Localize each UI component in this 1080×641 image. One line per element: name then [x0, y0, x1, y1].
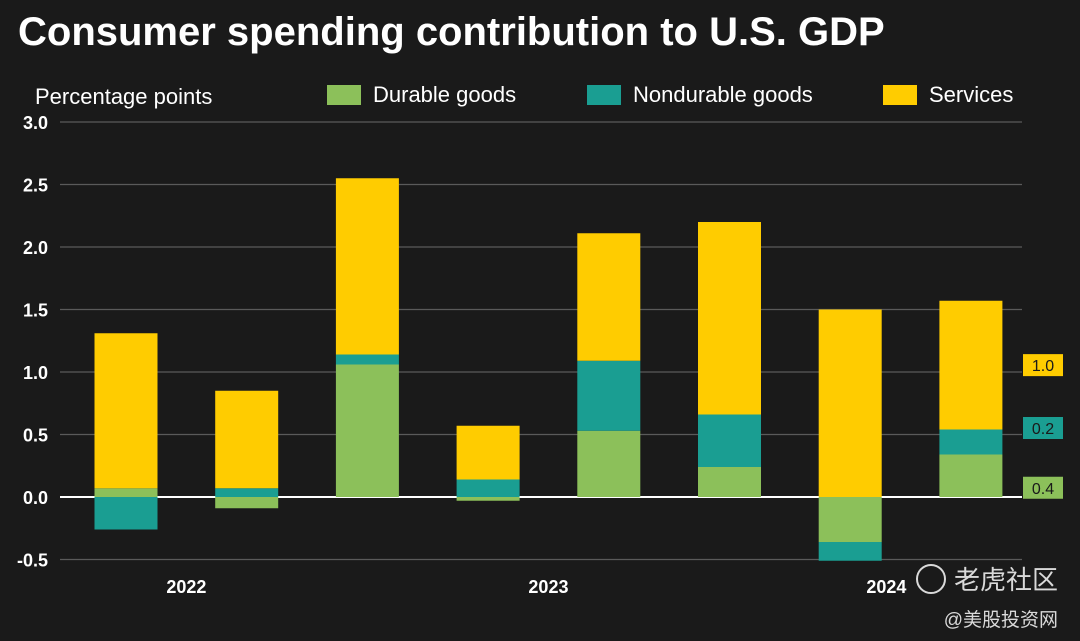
legend-swatch-services: [883, 85, 917, 105]
legend-swatch-durable: [327, 85, 361, 105]
legend-item-nondurable-goods: Nondurable goods: [587, 82, 813, 108]
bar-durable-goods: [698, 467, 761, 497]
x-year-label: 2023: [528, 577, 568, 597]
bar-durable-goods: [335, 364, 399, 497]
watermark: 老虎社区 @美股投资网: [915, 560, 1058, 632]
x-year-label: 2024: [866, 577, 906, 597]
y-tick-label: -0.5: [17, 551, 48, 571]
annotation-box: [1023, 354, 1063, 377]
bar-services: [698, 222, 761, 415]
bar-nondurable-goods: [818, 542, 882, 561]
annotation-label: 1.0: [1032, 358, 1054, 375]
bar-nondurable-goods: [939, 429, 1003, 455]
bar-durable-goods: [939, 454, 1003, 497]
annotation-label: 0.2: [1032, 421, 1054, 438]
watermark-main-text: 老虎社区: [953, 565, 1058, 595]
bar-services: [94, 333, 158, 489]
bar-services: [215, 390, 279, 489]
legend-label-durable: Durable goods: [373, 82, 517, 107]
y-tick-label: 1.0: [23, 363, 48, 383]
y-tick-label: 0.5: [23, 426, 48, 446]
y-tick-label: 1.5: [23, 301, 48, 321]
bar-nondurable-goods: [577, 360, 641, 431]
bar-nondurable-goods: [94, 497, 158, 530]
bar-nondurable-goods: [215, 488, 279, 497]
y-tick-label: 0.0: [23, 488, 48, 508]
bar-durable-goods: [456, 497, 520, 501]
bar-nondurable-goods: [335, 354, 399, 365]
y-tick-label: 3.0: [23, 113, 48, 133]
x-year-label: 2022: [166, 577, 206, 597]
bar-services: [939, 300, 1003, 430]
bar-durable-goods: [577, 430, 641, 497]
watermark-main: 老虎社区: [915, 560, 1058, 597]
watermark-sub-text: @美股投资网: [943, 610, 1058, 631]
chart-title: Consumer spending contribution to U.S. G…: [18, 10, 885, 54]
annotation-box: [1023, 417, 1063, 439]
legend-item-services: Services: [883, 82, 1013, 108]
y-tick-label: 2.0: [23, 238, 48, 258]
bar-durable-goods: [94, 488, 158, 497]
bar-nondurable-goods: [456, 479, 520, 497]
y-tick-label: 2.5: [23, 176, 48, 196]
y-axis-label: Percentage points: [35, 84, 213, 109]
tiger-logo-icon: [915, 563, 946, 594]
bar-services: [335, 178, 399, 355]
bar-services: [456, 425, 520, 480]
bar-durable-goods: [215, 497, 279, 509]
annotation-box: [1023, 476, 1063, 499]
bar-services: [577, 233, 641, 361]
legend-swatch-nondurable: [587, 85, 621, 105]
bar-services: [818, 309, 882, 497]
legend-label-services: Services: [929, 82, 1014, 107]
legend-label-nondurable: Nondurable goods: [633, 82, 813, 107]
annotation-label: 0.4: [1032, 481, 1054, 498]
legend-item-durable-goods: Durable goods: [327, 82, 516, 108]
bar-nondurable-goods: [698, 414, 761, 467]
bar-durable-goods: [818, 497, 882, 542]
